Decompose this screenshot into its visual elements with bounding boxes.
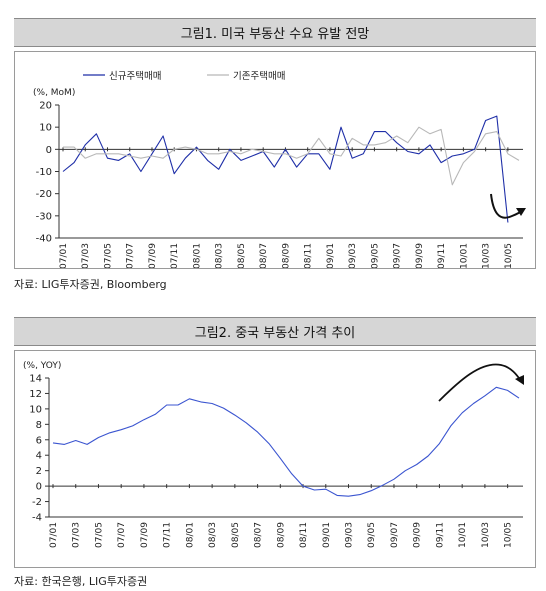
y-tick-label: 10: [39, 123, 52, 134]
y-tick-label: -10: [36, 167, 52, 178]
y-tick-label: -20: [36, 189, 52, 200]
legend-label-1: 신규주택매매: [109, 71, 161, 82]
x-tick-label: 08/03: [215, 243, 225, 268]
x-tick-label: 09/05: [370, 243, 380, 268]
chart-1-source: 자료: LIG투자증권, Bloomberg: [14, 278, 167, 291]
x-tick-label: 07/01: [59, 243, 69, 268]
chart-1-svg: (%, MoM) 20 10 0 -10 -20 -30 -40 07/01 07/03 07/05…: [33, 71, 526, 269]
x-tick-label: 07/07: [117, 522, 127, 548]
x-tick-label: 10/01: [458, 522, 468, 548]
x-tick-label: 10/01: [459, 243, 469, 268]
annotation-arrowhead: [515, 375, 524, 385]
y-tick-label: 6: [36, 435, 42, 446]
x-tick-label: 08/07: [254, 522, 264, 548]
x-tick-label: 09/07: [390, 522, 400, 548]
y-tick-label: -2: [32, 497, 42, 508]
series-line-1: [62, 115, 509, 223]
y-tick-label: 0: [46, 145, 52, 156]
x-tick-label: 07/07: [126, 243, 136, 268]
series-line-2: [63, 126, 520, 186]
x-tick-label: 07/11: [170, 243, 180, 268]
legend-label-2: 기존주택매매: [233, 71, 285, 82]
x-tick-label: 07/05: [94, 522, 104, 548]
x-tick-label: 09/01: [326, 243, 336, 268]
y-tick-label: 14: [29, 374, 42, 385]
chart-1-title: 그림1. 미국 부동산 수요 유발 전망: [14, 18, 536, 47]
x-tick-label: 08/09: [281, 243, 291, 268]
y-tick-label: 4: [36, 451, 42, 462]
x-tick-label: 10/05: [504, 522, 514, 548]
x-tick-label: 10/05: [504, 243, 514, 268]
chart-1-frame: (%, MoM) 20 10 0 -10 -20 -30 -40 07/01 07/03 07/05…: [14, 51, 536, 269]
x-tick-label: 08/01: [192, 243, 202, 268]
chart-panel-1: 그림1. 미국 부동산 수요 유발 전망 (%, MoM) 20 10 0 -10 -20…: [14, 18, 536, 270]
x-tick-label: 07/05: [103, 243, 113, 268]
chart-panel-2: 그림2. 중국 부동산 가격 추이 (%, YOY) 14 12 10 8 6 4 2 0 -2 -…: [14, 317, 536, 569]
x-tick-label: 07/11: [163, 522, 173, 548]
x-tick-label: 10/03: [482, 243, 492, 268]
y-unit-label: (%, MoM): [33, 88, 75, 98]
annotation-arrowhead: [516, 208, 526, 216]
x-tick-label: 09/09: [415, 243, 425, 268]
y-tick-label: 20: [39, 101, 52, 112]
chart-2-title: 그림2. 중국 부동산 가격 추이: [14, 317, 536, 346]
y-tick-label: -40: [36, 234, 52, 245]
x-tick-label: 08/05: [231, 522, 241, 548]
x-tick-label: 07/01: [49, 522, 59, 548]
y-tick-label: 2: [36, 466, 42, 477]
x-tick-label: 09/03: [345, 522, 355, 548]
x-tick-label: 09/03: [348, 243, 358, 268]
x-tick-label: 08/11: [304, 243, 314, 268]
x-tick-label: 09/07: [393, 243, 403, 268]
x-tick-label: 08/07: [259, 243, 269, 268]
x-tick-label: 08/01: [185, 522, 195, 548]
x-tick-label: 09/01: [322, 522, 332, 548]
y-tick-label: -4: [32, 513, 42, 524]
x-tick-label: 08/09: [276, 522, 286, 548]
chart-2-frame: (%, YOY) 14 12 10 8 6 4 2 0 -2 -4 07/01 07/03 07/05 07…: [14, 350, 536, 568]
x-tick-label: 07/09: [148, 243, 158, 268]
x-tick-label: 07/03: [81, 243, 91, 268]
y-tick-label: 8: [36, 420, 42, 431]
annotation-arrow: [438, 363, 522, 402]
x-tick-label: 10/03: [481, 522, 491, 548]
x-tick-label: 09/11: [435, 522, 445, 548]
chart-2-source: 자료: 한국은행, LIG투자증권: [14, 575, 148, 588]
series-line-1: [52, 386, 520, 497]
y-tick-label: 0: [36, 482, 42, 493]
chart-2-svg: (%, YOY) 14 12 10 8 6 4 2 0 -2 -4 07/01 07/03 07/05 07…: [23, 361, 524, 548]
x-tick-label: 09/09: [413, 522, 423, 548]
x-tick-label: 08/03: [208, 522, 218, 548]
x-tick-label: 08/05: [237, 243, 247, 268]
x-tick-label: 08/11: [299, 522, 309, 548]
y-tick-label: 10: [29, 404, 42, 415]
y-unit-label: (%, YOY): [23, 361, 61, 371]
x-tick-label: 09/11: [437, 243, 447, 268]
x-tick-label: 07/09: [140, 522, 150, 548]
y-tick-label: -30: [36, 211, 52, 222]
x-tick-label: 09/05: [367, 522, 377, 548]
x-tick-label: 07/03: [72, 522, 82, 548]
y-tick-label: 12: [29, 389, 42, 400]
